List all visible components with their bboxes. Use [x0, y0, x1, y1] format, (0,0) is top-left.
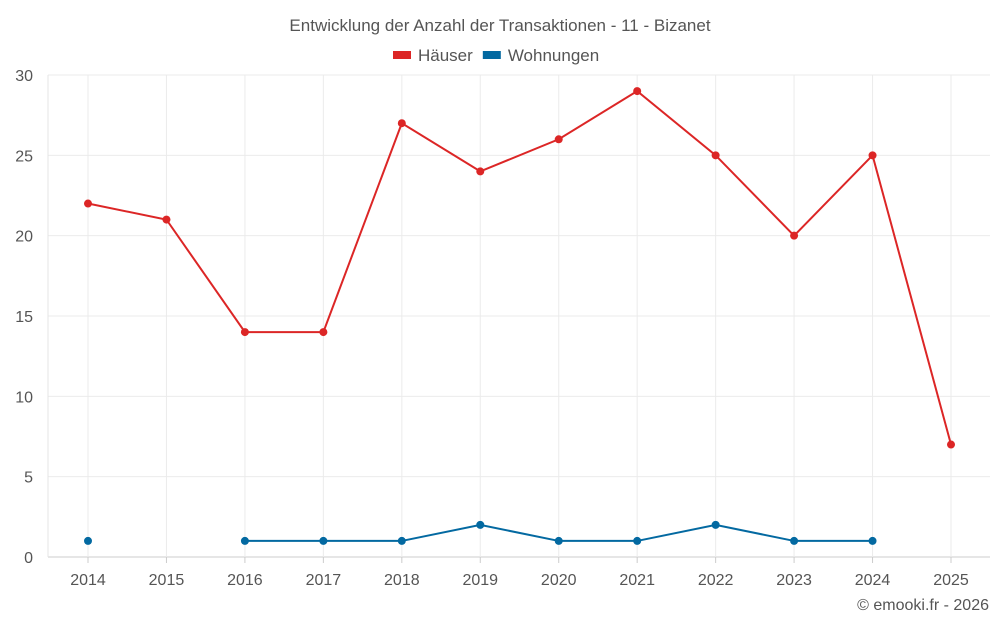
x-tick-label: 2015: [149, 572, 185, 589]
y-tick-label: 5: [24, 470, 33, 487]
x-tick-label: 2024: [855, 572, 891, 589]
legend-label: Wohnungen: [508, 46, 599, 65]
data-point: [319, 328, 328, 337]
y-tick-label: 15: [15, 309, 33, 326]
data-point: [868, 536, 877, 545]
data-point: [790, 536, 799, 545]
x-tick-label: 2014: [70, 572, 106, 589]
data-point: [476, 167, 485, 176]
y-tick-label: 10: [15, 389, 33, 406]
x-tick-label: 2020: [541, 572, 577, 589]
data-point: [868, 151, 877, 160]
series-häuser: [84, 87, 955, 449]
x-tick-label: 2022: [698, 572, 734, 589]
legend-swatch: [482, 51, 501, 59]
series-line: [87, 89, 952, 445]
data-point: [240, 328, 249, 337]
data-point: [240, 536, 249, 545]
x-tick-label: 2018: [384, 572, 420, 589]
x-tick-label: 2025: [933, 572, 969, 589]
data-point: [162, 215, 171, 224]
y-tick-label: 0: [24, 550, 33, 567]
grid: [48, 74, 990, 558]
data-point: [711, 520, 720, 529]
x-tick-label: 2021: [619, 572, 655, 589]
data-point: [476, 520, 485, 529]
series: [84, 87, 955, 545]
data-point: [633, 536, 642, 545]
data-point: [711, 151, 720, 160]
x-tick-label: 2017: [306, 572, 342, 589]
data-point: [633, 87, 642, 96]
x-tick-label: 2023: [776, 572, 812, 589]
legend-label: Häuser: [418, 46, 473, 65]
x-tick-label: 2016: [227, 572, 263, 589]
y-tick-label: 25: [15, 148, 33, 165]
legend-swatch: [393, 51, 411, 59]
data-point: [397, 536, 406, 545]
data-point: [397, 119, 406, 128]
x-tick-label: 2019: [462, 572, 498, 589]
data-point: [554, 536, 563, 545]
legend: Häuser Wohnungen: [393, 46, 599, 65]
data-point: [947, 440, 955, 449]
series-wohnungen: [84, 520, 877, 545]
data-point: [319, 536, 328, 545]
credit: © emooki.fr - 2026: [857, 597, 989, 614]
chart-title: Entwicklung der Anzahl der Transaktionen…: [289, 16, 710, 35]
data-point: [84, 199, 92, 208]
data-point: [84, 536, 92, 545]
y-tick-label: 20: [15, 229, 33, 246]
y-tick-label: 30: [15, 68, 33, 85]
data-point: [554, 135, 563, 144]
data-point: [790, 231, 799, 240]
